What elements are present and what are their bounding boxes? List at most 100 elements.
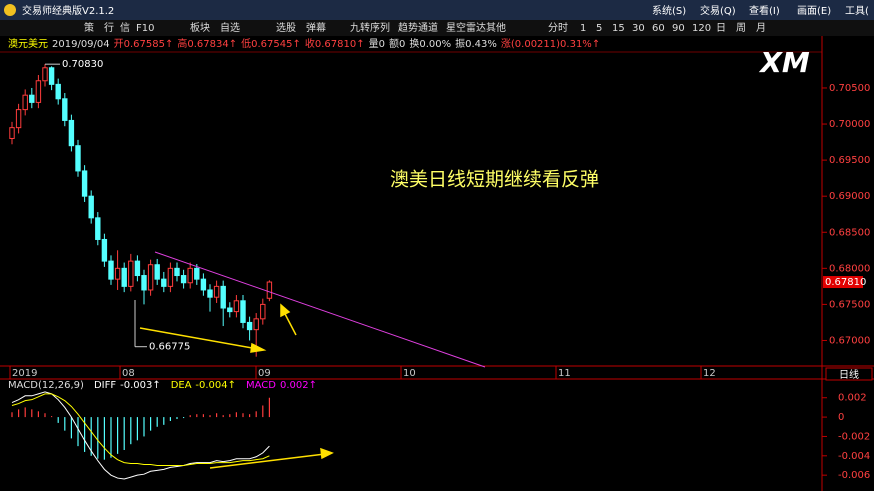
y-tick-label: -0.002 <box>838 431 870 442</box>
y-tick-label: 0.68000 <box>829 263 870 274</box>
y-tick-label: -0.006 <box>838 470 870 481</box>
annotation-label: 0.66775 <box>149 342 190 353</box>
candle-body <box>213 285 220 298</box>
arrows <box>139 303 334 469</box>
arrow <box>209 453 326 469</box>
candle-body <box>253 318 259 331</box>
date: 2019/09/04 <box>52 39 110 50</box>
candle-body <box>154 264 160 280</box>
candle-body <box>81 170 88 197</box>
candle-body <box>141 275 147 291</box>
candle-body <box>246 321 253 331</box>
legend-name: DIFF <box>94 380 116 391</box>
toolbar-item[interactable]: 15 <box>612 23 625 34</box>
y-tick-label: 0.67000 <box>829 335 870 346</box>
toolbar-item[interactable]: F10 <box>136 23 154 34</box>
period-tab-label[interactable]: 日线 <box>839 368 859 381</box>
toolbar-item[interactable]: 选股 <box>276 21 296 34</box>
toolbar-item[interactable]: 1 <box>580 23 586 34</box>
macd-title: MACD(12,26,9) <box>8 380 84 391</box>
trend-line <box>154 251 486 368</box>
period-tab[interactable] <box>825 367 873 381</box>
info-field: 涨(0.00211)0.31%↑ <box>501 38 600 50</box>
y-tick-label: 0.69500 <box>829 155 870 166</box>
candle-body <box>75 145 81 172</box>
macd-line <box>11 393 270 466</box>
info-field: 换0.00% <box>409 37 451 50</box>
candle-body <box>174 267 180 277</box>
toolbar-item[interactable]: 分时 <box>548 22 568 34</box>
toolbar-item[interactable]: 自选 <box>220 21 240 34</box>
info-field: 开0.67585↑ <box>114 39 174 50</box>
menu-item[interactable]: 系统(S) <box>652 4 686 17</box>
toolbar-item[interactable]: 30 <box>632 23 645 34</box>
info-field: 振0.43% <box>455 37 497 50</box>
candle-body <box>22 94 28 111</box>
toolbar-item[interactable]: 周 <box>736 22 746 34</box>
last-price-label: 0.67810 <box>825 277 866 288</box>
candle-body <box>220 285 226 309</box>
toolbar-item[interactable]: 90 <box>672 23 685 34</box>
candle-body <box>134 260 141 277</box>
toolbar-item[interactable]: 信 <box>120 22 130 34</box>
candle-body <box>9 127 15 139</box>
candle-body <box>147 264 154 291</box>
y-tick-label: 0.69000 <box>829 191 870 202</box>
info-field: 额0 <box>389 37 405 50</box>
candle-body <box>207 289 213 298</box>
toolbar-item[interactable]: 星空雷达 <box>446 21 486 34</box>
macd-header: MACD(12,26,9) DIFF -0.003↑ DEA -0.004↑ MACD 0.… <box>8 380 317 391</box>
menu-item[interactable]: 查看(I) <box>749 4 780 17</box>
info-field: 高0.67834↑ <box>177 37 237 50</box>
arrow-head <box>250 342 267 353</box>
candle-body <box>240 300 246 323</box>
candle-body <box>260 303 266 320</box>
toolbar-item[interactable]: 板块 <box>190 21 210 34</box>
arrow <box>139 327 259 350</box>
x-tick-label: 2019 <box>12 368 37 379</box>
toolbar-item[interactable]: 行 <box>104 21 114 34</box>
candle-body <box>68 119 75 147</box>
annotation-label: 0.70830 <box>62 59 103 70</box>
toolbar-item[interactable]: 弹幕 <box>306 21 326 34</box>
arrow-head <box>320 447 334 460</box>
toolbar-item[interactable]: 60 <box>652 23 665 34</box>
menu-item[interactable]: 画面(E) <box>797 6 831 17</box>
candle-body <box>29 94 35 103</box>
legend-value: 0.002↑ <box>280 380 317 391</box>
candle-body <box>167 267 174 287</box>
candle-body <box>227 307 233 313</box>
x-tick-label: 10 <box>403 368 416 379</box>
symbol: 澳元美元 <box>8 37 48 50</box>
note: 澳美日线短期继续看反弹 <box>390 169 599 191</box>
toolbar-item[interactable]: 九转序列 <box>350 21 390 34</box>
toolbar <box>0 20 874 36</box>
x-tick-label: 08 <box>122 368 135 379</box>
info-field: 量0 <box>369 38 385 50</box>
toolbar-item[interactable]: 5 <box>596 23 602 34</box>
menu-item[interactable]: 交易(Q) <box>700 4 736 17</box>
arrow <box>283 311 297 336</box>
toolbar-item[interactable]: 月 <box>756 22 766 34</box>
candle-body <box>233 300 240 313</box>
toolbar-item[interactable]: 策 <box>84 21 94 34</box>
toolbar-item[interactable]: 趋势通道 <box>398 21 438 34</box>
info-field: 收0.67810↑ <box>305 37 365 50</box>
candle-body <box>62 98 68 121</box>
toolbar-item[interactable]: 日 <box>716 23 726 34</box>
logo: XM <box>758 46 810 79</box>
toolbar-item[interactable]: 120 <box>692 23 711 34</box>
candle-body <box>187 267 193 284</box>
menu-item[interactable]: 工具( <box>845 5 869 17</box>
candle-body <box>128 260 134 287</box>
price-chart: 0.67000 0.67500 0.68000 0.68500 0.69000 0.695… <box>9 59 870 379</box>
y-tick-label: 0 <box>838 412 844 423</box>
candle-body <box>194 267 200 280</box>
toolbar-item[interactable]: 其他 <box>486 21 506 34</box>
y-tick-label: 0.002 <box>838 393 867 404</box>
candle-body <box>161 278 167 287</box>
candle-body <box>42 67 48 82</box>
y-tick-label: 0.67500 <box>829 299 870 310</box>
candle-body <box>266 281 273 299</box>
